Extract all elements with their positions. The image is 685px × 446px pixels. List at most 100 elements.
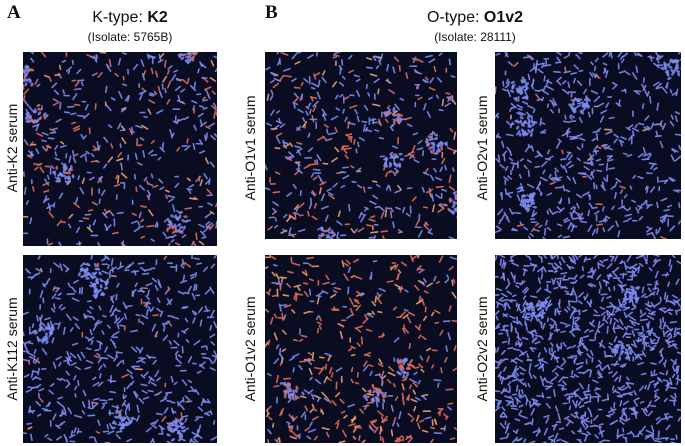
cell-mark	[338, 440, 346, 443]
cell-mark	[84, 104, 89, 111]
cell-mark	[266, 409, 269, 416]
cell-mark	[159, 397, 168, 403]
cell-mark	[174, 182, 180, 188]
cell-mark	[41, 139, 47, 143]
cell-mark	[101, 404, 106, 410]
cell-mark	[104, 346, 109, 353]
cell-mark	[586, 275, 593, 278]
cell-mark	[571, 306, 577, 310]
cell-mark	[92, 397, 100, 401]
cell-mark	[26, 69, 30, 75]
cell-mark	[107, 430, 115, 435]
cell-mark	[448, 305, 452, 312]
cell-mark	[292, 101, 299, 106]
cell-mark	[444, 278, 450, 284]
cell-cluster-mark	[383, 391, 387, 396]
cell-mark	[414, 366, 420, 369]
cell-mark	[386, 379, 392, 384]
cell-mark	[656, 102, 660, 111]
cell-cluster-mark	[403, 359, 408, 363]
cell-mark	[49, 383, 55, 387]
micrograph-anti-o2v1	[495, 52, 681, 239]
cell-cluster-mark	[624, 348, 629, 353]
cell-mark	[651, 232, 657, 239]
cell-mark	[426, 111, 431, 118]
cell-mark	[514, 327, 517, 334]
cell-mark	[628, 295, 634, 303]
cell-mark	[347, 266, 352, 274]
cell-mark	[584, 345, 589, 352]
cell-mark	[189, 84, 197, 92]
cell-cluster-mark	[90, 275, 94, 280]
cell-mark	[181, 234, 187, 239]
cell-mark	[317, 79, 321, 88]
cell-mark	[495, 326, 501, 330]
cell-mark	[659, 120, 663, 126]
cell-mark	[393, 56, 400, 62]
cell-mark	[371, 310, 375, 316]
cell-cluster-mark	[364, 397, 368, 402]
cell-mark	[635, 206, 640, 214]
cell-cluster-mark	[70, 164, 73, 170]
cell-cluster-mark	[98, 271, 102, 276]
cell-mark	[522, 194, 529, 198]
cell-mark	[591, 206, 598, 210]
cell-mark	[523, 288, 530, 295]
cell-mark	[662, 379, 669, 382]
cell-cluster-mark	[37, 107, 42, 111]
cell-mark	[584, 293, 589, 301]
cell-mark	[428, 86, 436, 91]
cell-mark	[601, 398, 610, 402]
cell-mark	[409, 255, 414, 263]
cell-cluster-mark	[521, 76, 525, 81]
cell-mark	[497, 371, 503, 378]
cell-mark	[572, 322, 580, 328]
cell-mark	[553, 70, 561, 73]
cell-mark	[677, 220, 681, 225]
cell-mark	[195, 284, 198, 291]
cell-mark	[596, 372, 602, 377]
cell-mark	[523, 200, 527, 209]
cell-mark	[124, 421, 131, 427]
cell-mark	[650, 373, 658, 377]
cell-mark	[529, 295, 538, 299]
cell-mark	[499, 258, 502, 266]
cell-mark	[655, 395, 660, 399]
cell-mark	[619, 261, 626, 264]
cell-mark	[128, 403, 131, 411]
cell-mark	[534, 341, 541, 345]
cell-mark	[628, 393, 633, 396]
cell-mark	[644, 185, 648, 191]
cell-mark	[553, 176, 562, 181]
cell-mark	[616, 434, 621, 440]
cell-mark	[606, 315, 611, 320]
cell-mark	[153, 419, 159, 426]
cell-mark	[673, 327, 677, 335]
cell-mark	[155, 109, 164, 115]
cell-mark	[138, 357, 147, 360]
cell-mark	[431, 204, 436, 213]
cell-mark	[83, 134, 87, 139]
ylabel-anti-o2v2: Anti-O2v2 serum	[474, 296, 490, 402]
cell-mark	[624, 213, 633, 217]
cell-mark	[587, 283, 593, 288]
cell-mark	[530, 191, 535, 201]
cell-mark	[54, 157, 61, 161]
cell-mark	[666, 332, 672, 338]
cell-mark	[619, 413, 624, 422]
cell-cluster-mark	[24, 65, 29, 70]
cell-mark	[596, 274, 602, 281]
cell-mark	[327, 191, 334, 196]
cell-mark	[210, 134, 216, 141]
cell-mark	[288, 227, 292, 235]
cell-cluster-mark	[371, 383, 375, 389]
cell-mark	[343, 96, 350, 100]
cell-mark	[641, 337, 646, 345]
cell-mark	[101, 270, 109, 275]
cell-mark	[384, 118, 389, 123]
cell-cluster-mark	[541, 311, 546, 315]
cell-mark	[267, 372, 272, 377]
cell-cluster-mark	[55, 165, 59, 170]
cell-mark	[634, 397, 640, 401]
cell-mark	[184, 317, 189, 323]
